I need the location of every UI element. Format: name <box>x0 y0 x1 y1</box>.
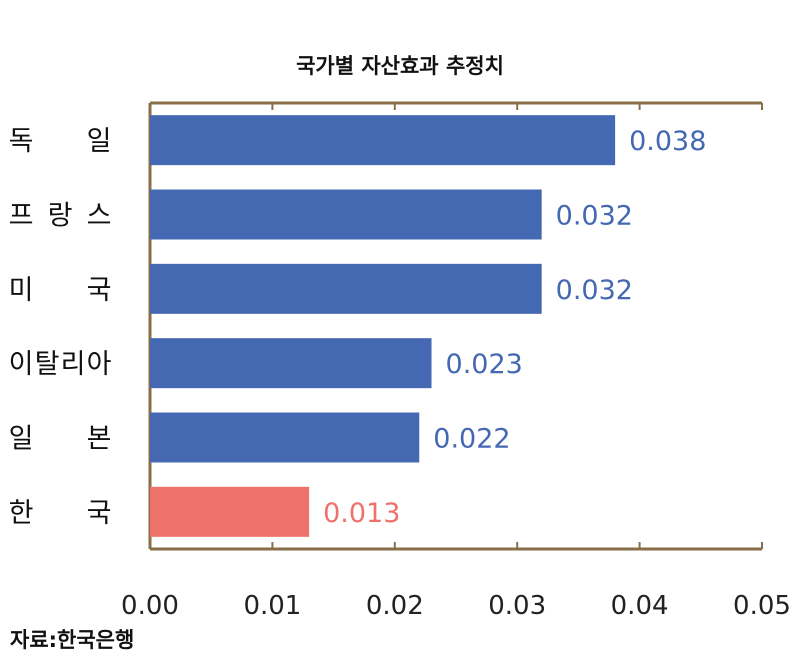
bar <box>150 338 432 389</box>
x-tick-label: 0.05 <box>733 591 791 621</box>
category-label: 독일 <box>9 126 112 157</box>
category-label: 일본 <box>9 424 112 455</box>
value-label: 0.032 <box>556 275 633 306</box>
category-label: 프랑스 <box>9 201 112 232</box>
value-label: 0.038 <box>629 126 706 157</box>
value-label: 0.032 <box>556 201 633 232</box>
value-label: 0.022 <box>433 424 510 455</box>
x-tick-label: 0.01 <box>243 591 301 621</box>
chart-title: 국가별 자산효과 추정치 <box>296 54 504 78</box>
category-label: 한국 <box>9 498 112 529</box>
x-tick-label: 0.03 <box>488 591 546 621</box>
value-label: 0.023 <box>446 349 523 380</box>
x-tick-label: 0.02 <box>366 591 424 621</box>
x-tick-label: 0.04 <box>611 591 669 621</box>
bar <box>150 412 420 463</box>
category-label: 이탈리아 <box>9 349 112 380</box>
value-label: 0.013 <box>323 498 400 529</box>
bar-highlight <box>150 486 310 537</box>
source-note: 자료:한국은행 <box>10 628 135 652</box>
bar <box>150 263 542 314</box>
bar <box>150 189 542 240</box>
category-label: 미국 <box>9 275 112 306</box>
x-tick-label: 0.00 <box>121 591 179 621</box>
bar <box>150 115 616 166</box>
